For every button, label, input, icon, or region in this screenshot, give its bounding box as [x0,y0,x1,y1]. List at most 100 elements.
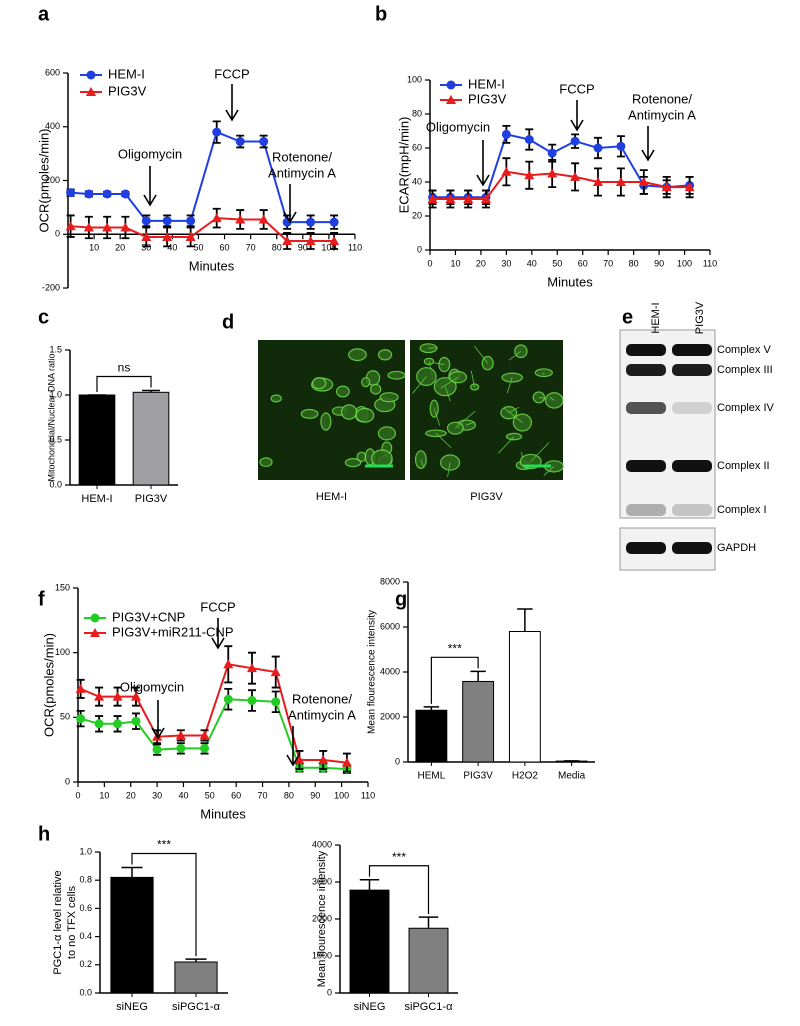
x-tick-label: 100 [321,243,336,253]
legend-label: PIG3V+CNP [112,609,185,624]
cell [371,449,393,468]
y-tick-label: 0.4 [79,931,92,941]
data-point [186,216,196,226]
neurite [433,362,445,365]
lane-label: PIG3V [694,301,706,334]
x-tick-label: 100 [677,258,692,268]
x-tick-label: 60 [220,243,230,253]
data-point [463,194,474,203]
panel-label: a [38,3,50,25]
cell [335,385,350,398]
annotation: Rotenone/ [632,91,692,106]
y-tick-label: 0 [327,987,332,997]
annotation: FCCP [214,66,249,81]
data-point [305,235,316,245]
data-point [329,217,339,227]
x-tick-label: 30 [141,243,151,253]
bar [78,394,116,486]
y-tick-label: 8000 [380,576,400,586]
panel-label: d [222,311,234,333]
x-axis-label: Minutes [189,259,235,274]
data-point [501,166,512,176]
band [672,504,712,516]
legend-label: PIG3V [468,91,507,106]
annotation: Antimycin A [268,165,336,180]
neurite [433,408,441,426]
x-tick-label: 10 [89,243,99,253]
data-point [120,189,130,199]
data-point [120,222,131,232]
neurite [444,386,451,402]
legend-marker [86,70,96,80]
neurite [455,410,476,429]
panel-label: b [375,3,387,25]
data-point [247,663,257,673]
legend-marker [90,628,100,637]
data-point [112,691,123,701]
cell [270,394,282,403]
y-tick-label: 0 [417,244,422,254]
y-axis-label: OCR(pmoles/min) [41,633,56,737]
annotation: Antimycin A [288,707,356,722]
data-point [524,135,534,144]
significance-label: *** [157,838,171,852]
annotation: Oligomycin [426,119,490,134]
y-tick-label: 100 [55,647,70,657]
band [626,504,666,516]
x-tick-label: PIG3V [463,771,493,782]
y-axis-label: PGC1-α level relative [52,870,64,974]
x-tick-label: siNEG [354,1001,386,1013]
cell [344,458,362,468]
legend-marker [90,613,100,623]
neurite [412,376,427,394]
panel-label: c [38,306,49,328]
y-tick-label: 2000 [380,711,400,721]
y-tick-label: 150 [55,582,70,592]
y-tick-label: 400 [45,121,60,131]
data-point [445,194,456,203]
panel-label: e [622,306,633,328]
error-bar [423,706,440,711]
bar [415,709,448,763]
band [626,344,666,356]
data-point [318,755,329,765]
band-label: GAPDH [717,542,756,554]
y-tick-label: 200 [45,175,60,185]
data-point [570,171,581,181]
band-label: Complex II [717,460,770,472]
cell [387,370,406,380]
data-point [524,170,535,180]
bar [508,631,541,763]
x-tick-label: 40 [178,790,188,800]
data-point [223,694,233,704]
y-tick-label: 20 [412,210,422,220]
data-point [501,129,511,139]
annotation: Oligomycin [120,679,184,694]
band-label: Complex I [717,504,767,516]
neurite [543,466,555,476]
annotation: Oligomycin [118,146,182,161]
annotation-arrow [225,84,239,122]
image-caption: HEM-I [316,491,347,503]
cell [440,454,461,471]
band [626,402,666,414]
x-axis-label: Minutes [200,806,246,821]
data-point [176,743,186,753]
y-tick-label: 80 [412,108,422,118]
x-tick-label: 50 [205,790,215,800]
significance-bracket [368,865,430,915]
legend-label: HEM-I [108,66,145,81]
x-tick-label: Media [558,771,586,782]
y-tick-label: 0.6 [79,903,92,913]
data-point [66,188,76,198]
data-point [306,217,316,227]
neurite [530,442,550,462]
x-tick-label: 70 [603,258,613,268]
band-label: Complex V [717,344,771,356]
x-tick-label: 90 [654,258,664,268]
data-point [270,667,281,677]
data-point [162,216,172,226]
band [672,402,712,414]
cell [377,349,393,361]
